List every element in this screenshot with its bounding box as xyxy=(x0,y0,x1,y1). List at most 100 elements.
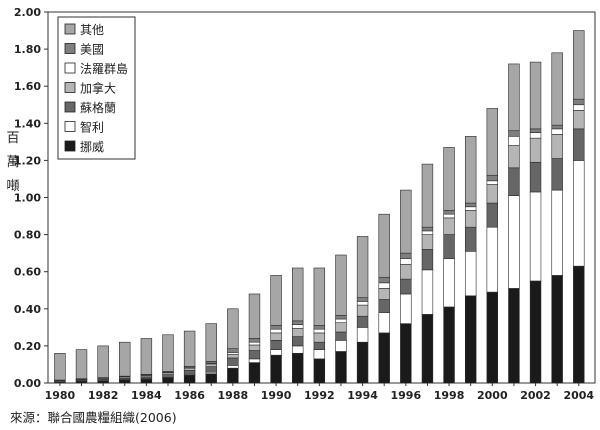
bar-segment xyxy=(551,128,563,135)
bar-segment xyxy=(464,202,477,208)
x-tick-label: 1994 xyxy=(347,389,378,402)
bar-segment xyxy=(356,327,369,343)
y-tick-label: 1.80 xyxy=(14,43,41,56)
bar-segment xyxy=(421,249,434,271)
bar-segment xyxy=(227,348,239,353)
bar-segment xyxy=(529,191,542,282)
legend-label: 蘇格蘭 xyxy=(80,100,116,115)
x-tick-label: 1982 xyxy=(88,389,119,402)
bar-segment xyxy=(183,370,196,375)
bar-segment xyxy=(573,265,585,384)
bar-segment xyxy=(421,234,434,250)
bar-segment xyxy=(292,353,304,384)
bar-segment xyxy=(508,167,520,196)
x-tick-label: 1992 xyxy=(304,389,335,402)
bar-segment xyxy=(313,349,326,360)
bar-segment xyxy=(573,128,585,161)
bar-segment xyxy=(356,301,369,306)
bar-segment xyxy=(313,358,326,384)
y-axis-label-char: 百 xyxy=(6,131,19,146)
bar-segment xyxy=(443,258,455,308)
bar-segment xyxy=(335,351,347,384)
bar-segment xyxy=(486,180,499,185)
bar-segment xyxy=(443,213,455,219)
bar-segment xyxy=(248,350,261,360)
bar-segment xyxy=(486,226,499,293)
bar-segment xyxy=(227,367,239,384)
bar-segment xyxy=(443,306,455,384)
bar-segment xyxy=(183,367,196,371)
bar-segment xyxy=(400,252,412,260)
bar-segment xyxy=(529,128,542,133)
bar-segment xyxy=(356,236,369,298)
x-tick-label: 1986 xyxy=(174,389,205,402)
bar-segment xyxy=(356,315,369,328)
x-tick-label: 1996 xyxy=(391,389,422,402)
bar-segment xyxy=(421,163,434,228)
bar-segment xyxy=(529,137,542,163)
bar-segment xyxy=(227,353,239,359)
bar-segment xyxy=(119,379,131,384)
bar-segment xyxy=(75,349,88,380)
bar-segment xyxy=(573,160,585,267)
y-tick-label: 1.60 xyxy=(14,80,41,93)
bar-segment xyxy=(464,210,477,228)
bar-segment xyxy=(97,380,109,384)
bar-segment xyxy=(400,258,412,265)
bar-segment xyxy=(464,295,477,384)
bar-segment xyxy=(97,345,109,378)
bar-segment xyxy=(162,334,174,372)
bar-segment xyxy=(183,374,196,384)
bar-segment xyxy=(378,213,390,278)
source-note: 來源：聯合國農糧組織(2006) xyxy=(10,410,177,425)
y-tick-label: 0.40 xyxy=(14,303,41,316)
bar-segment xyxy=(573,104,585,111)
bar-segment xyxy=(227,365,239,369)
bar-segment xyxy=(205,323,217,362)
bar-segment xyxy=(335,314,347,320)
bar-segment xyxy=(205,363,217,367)
bar-segment xyxy=(378,288,390,300)
y-tick-label: 0.00 xyxy=(14,377,41,390)
bar-segment xyxy=(313,325,326,330)
bar-segment xyxy=(270,340,282,350)
bar-segment xyxy=(162,377,174,384)
y-tick-label: 0.80 xyxy=(14,229,41,242)
bar-segment xyxy=(270,275,282,326)
bar-segment xyxy=(292,320,304,325)
x-tick-label: 1990 xyxy=(261,389,292,402)
bar-segment xyxy=(443,234,455,260)
bar-segment xyxy=(248,362,261,384)
legend-label: 智利 xyxy=(80,120,104,135)
x-tick-label: 2002 xyxy=(520,389,551,402)
y-tick-label: 1.40 xyxy=(14,117,41,130)
legend-label: 其他 xyxy=(80,23,104,37)
y-tick-label: 1.20 xyxy=(14,154,41,167)
legend-label: 美國 xyxy=(80,43,104,57)
x-tick-label: 1980 xyxy=(45,389,76,402)
legend-label: 法羅群島 xyxy=(80,61,128,76)
bar-segment xyxy=(335,322,347,333)
bar-segment xyxy=(551,52,563,126)
bar-segment xyxy=(551,134,563,159)
bar-segment xyxy=(529,161,542,193)
legend-swatch xyxy=(64,23,76,35)
x-tick-label: 2004 xyxy=(563,389,594,402)
bar-segment xyxy=(335,318,347,324)
bar-segment xyxy=(508,63,520,132)
bar-segment xyxy=(313,341,326,350)
bar-segment xyxy=(205,366,217,373)
bar-segment xyxy=(378,312,390,334)
bar-segment xyxy=(248,293,261,339)
bar-segment xyxy=(292,327,304,337)
legend-swatch xyxy=(64,82,76,93)
bar-segment xyxy=(529,132,542,139)
bar-segment xyxy=(162,374,174,378)
legend-swatch xyxy=(64,121,76,132)
bar-segment xyxy=(421,230,434,235)
bar-segment xyxy=(551,124,563,130)
bar-segment xyxy=(464,135,477,204)
bar-segment xyxy=(270,349,282,356)
bar-segment xyxy=(421,226,434,232)
legend-swatch xyxy=(64,43,76,54)
